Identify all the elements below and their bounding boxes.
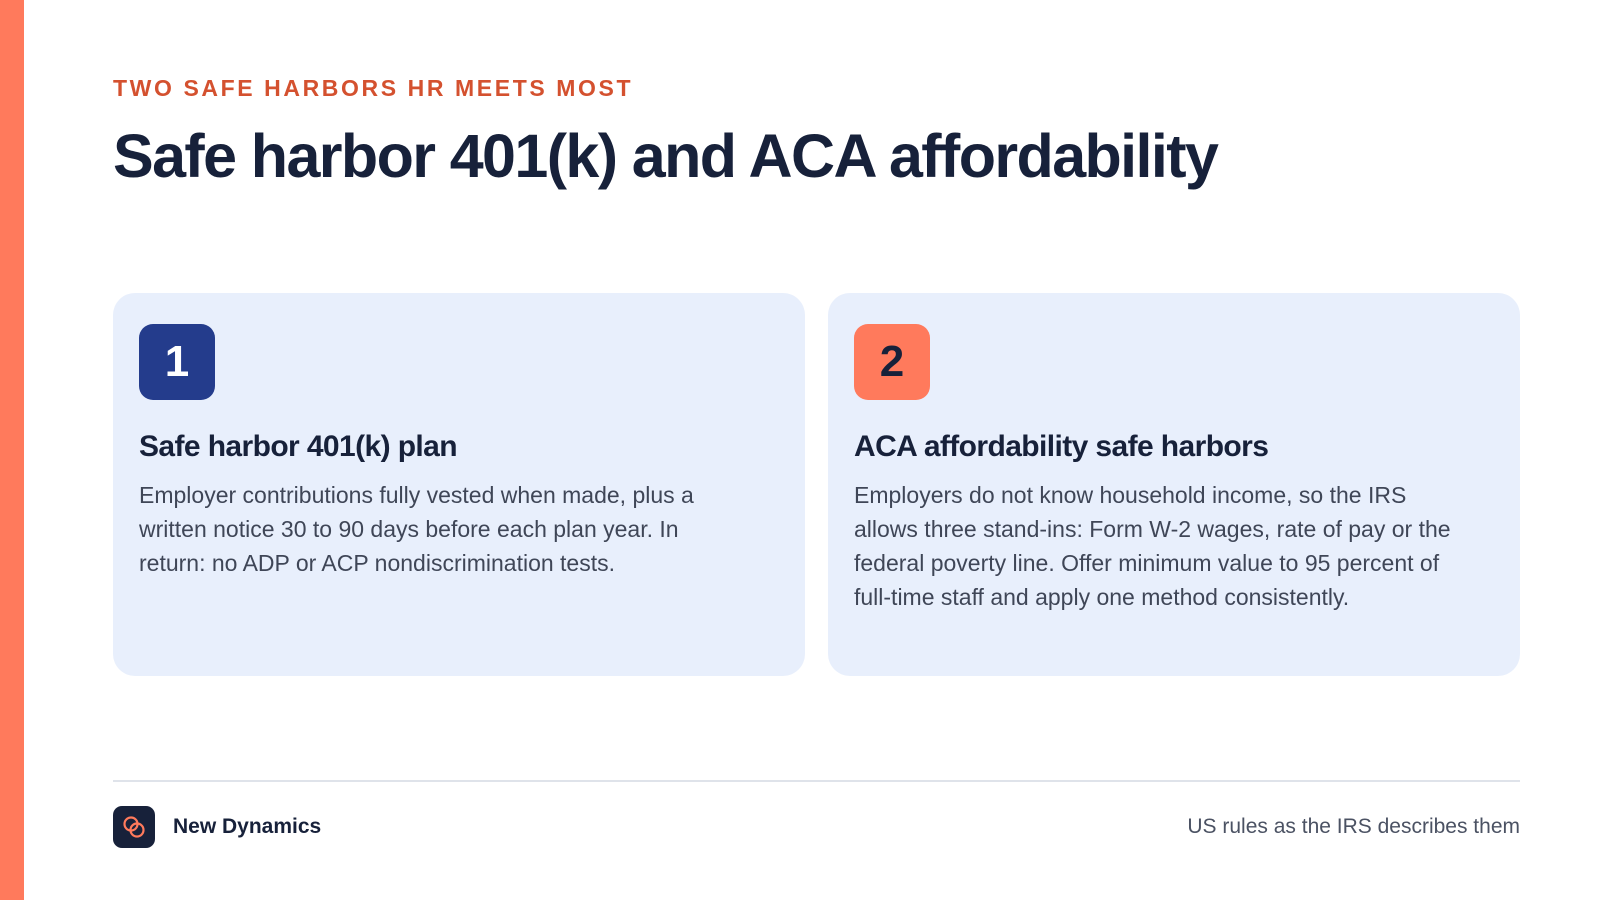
card-heading: ACA affordability safe harbors: [854, 430, 1269, 463]
card-grid: 1 Safe harbor 401(k) plan Employer contr…: [113, 293, 1520, 676]
accent-bar: [0, 0, 24, 900]
slide-content: TWO SAFE HARBORS HR MEETS MOST Safe harb…: [113, 0, 1520, 900]
number-badge: 2: [854, 324, 930, 400]
card-heading: Safe harbor 401(k) plan: [139, 430, 458, 463]
card-body: Employer contributions fully vested when…: [139, 482, 694, 576]
card-body: Employers do not know household income, …: [854, 482, 1451, 610]
footer: New Dynamics US rules as the IRS describ…: [113, 806, 1520, 848]
eyebrow-label: TWO SAFE HARBORS HR MEETS MOST: [113, 75, 634, 101]
number-badge: 1: [139, 324, 215, 400]
footer-note: US rules as the IRS describes them: [1187, 815, 1520, 838]
brand-logo: [113, 806, 155, 848]
page-title: Safe harbor 401(k) and ACA affordability: [113, 122, 1219, 190]
card-aca-affordability: 2 ACA affordability safe harbors Employe…: [828, 293, 1520, 676]
footer-divider: [113, 780, 1520, 782]
brand-name: New Dynamics: [173, 815, 322, 838]
card-safe-harbor-401k: 1 Safe harbor 401(k) plan Employer contr…: [113, 293, 805, 676]
interlocking-rings-icon: [123, 816, 145, 838]
